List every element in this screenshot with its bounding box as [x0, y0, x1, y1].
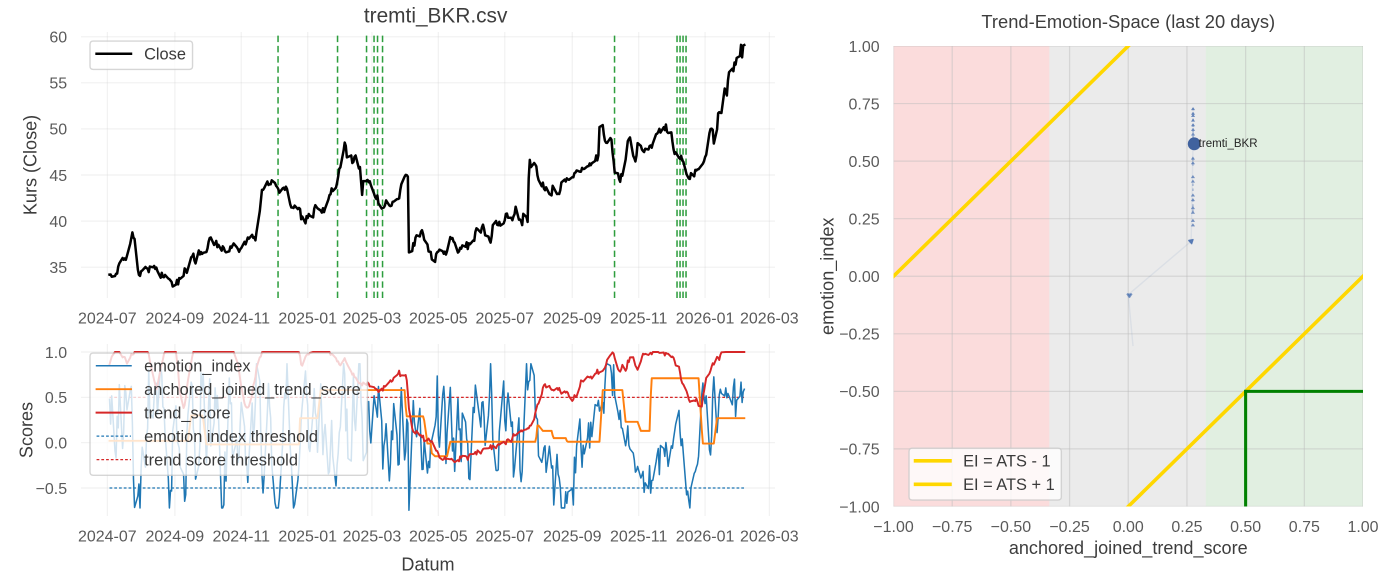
svg-text:50: 50	[49, 122, 67, 139]
svg-text:0.00: 0.00	[1113, 519, 1144, 536]
svg-text:2025-11: 2025-11	[610, 310, 668, 327]
svg-text:45: 45	[49, 168, 67, 185]
svg-text:2026-01: 2026-01	[676, 310, 735, 327]
svg-text:2025-03: 2025-03	[343, 528, 402, 545]
svg-text:−0.75: −0.75	[839, 442, 880, 459]
svg-text:1.00: 1.00	[849, 39, 880, 56]
svg-text:0.50: 0.50	[1230, 519, 1261, 536]
svg-text:−0.25: −0.25	[1049, 519, 1090, 536]
svg-text:−0.5: −0.5	[36, 481, 68, 498]
svg-text:2024-09: 2024-09	[146, 310, 205, 327]
svg-text:−0.50: −0.50	[839, 384, 880, 401]
svg-text:40: 40	[49, 214, 67, 231]
svg-text:0.75: 0.75	[1289, 519, 1320, 536]
svg-text:emotion_index: emotion_index	[144, 357, 251, 375]
svg-text:anchored_joined_trend_score: anchored_joined_trend_score	[1009, 538, 1248, 559]
svg-text:2025-05: 2025-05	[409, 528, 468, 545]
svg-text:0.50: 0.50	[849, 154, 880, 171]
svg-text:trend score threshold: trend score threshold	[144, 451, 298, 469]
svg-text:55: 55	[49, 76, 67, 93]
svg-text:1.00: 1.00	[1347, 519, 1378, 536]
svg-text:35: 35	[49, 260, 67, 277]
svg-text:60: 60	[49, 29, 67, 46]
svg-text:Datum: Datum	[401, 555, 454, 575]
svg-text:2025-11: 2025-11	[610, 528, 668, 545]
svg-text:Kurs (Close): Kurs (Close)	[21, 115, 41, 215]
svg-text:2025-03: 2025-03	[343, 310, 402, 327]
svg-text:EI = ATS - 1: EI = ATS - 1	[963, 453, 1051, 471]
svg-text:−0.50: −0.50	[991, 519, 1032, 536]
svg-text:0.0: 0.0	[45, 435, 67, 452]
svg-text:2025-01: 2025-01	[278, 528, 337, 545]
svg-text:0.25: 0.25	[1171, 519, 1202, 536]
svg-text:Scores: Scores	[16, 402, 36, 458]
svg-text:0.25: 0.25	[849, 211, 880, 228]
svg-text:2025-01: 2025-01	[278, 310, 337, 327]
svg-text:emotion_index: emotion_index	[817, 218, 838, 335]
svg-text:0.75: 0.75	[849, 96, 880, 113]
svg-text:emotion index threshold: emotion index threshold	[144, 428, 318, 446]
svg-text:−1.00: −1.00	[839, 499, 880, 516]
svg-text:trend_score: trend_score	[144, 404, 230, 422]
svg-text:2025-07: 2025-07	[475, 528, 534, 545]
svg-text:−0.25: −0.25	[839, 327, 880, 344]
svg-text:2025-05: 2025-05	[409, 310, 468, 327]
svg-text:2025-09: 2025-09	[543, 528, 602, 545]
svg-text:2026-03: 2026-03	[740, 310, 799, 327]
svg-text:Trend-Emotion-Space (last 20 d: Trend-Emotion-Space (last 20 days)	[981, 11, 1275, 32]
svg-text:−1.00: −1.00	[873, 519, 914, 536]
svg-text:Close: Close	[144, 45, 186, 63]
svg-text:tremti_BKR: tremti_BKR	[1199, 138, 1258, 150]
svg-text:2024-11: 2024-11	[213, 310, 271, 327]
svg-text:2026-01: 2026-01	[676, 528, 735, 545]
svg-text:1.0: 1.0	[45, 345, 67, 362]
svg-text:0.5: 0.5	[45, 390, 67, 407]
svg-text:2025-07: 2025-07	[475, 310, 534, 327]
svg-text:2025-09: 2025-09	[543, 310, 602, 327]
svg-text:tremti_BKR.csv: tremti_BKR.csv	[364, 4, 508, 27]
svg-text:2024-07: 2024-07	[78, 528, 137, 545]
svg-text:2024-09: 2024-09	[146, 528, 205, 545]
svg-text:2026-03: 2026-03	[740, 528, 799, 545]
svg-text:2024-11: 2024-11	[213, 528, 271, 545]
svg-text:EI = ATS + 1: EI = ATS + 1	[963, 476, 1055, 494]
svg-text:anchored_joined_trend_score: anchored_joined_trend_score	[144, 381, 361, 399]
svg-text:−0.75: −0.75	[932, 519, 973, 536]
svg-text:0.00: 0.00	[849, 269, 880, 286]
svg-text:2024-07: 2024-07	[78, 310, 137, 327]
